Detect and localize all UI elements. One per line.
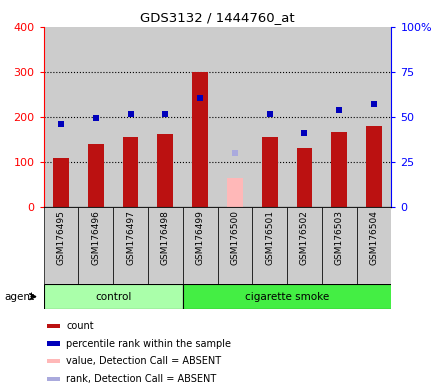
Bar: [296, 148, 312, 207]
Bar: [47, 377, 59, 381]
Bar: [88, 144, 103, 207]
Bar: [321, 27, 356, 207]
Bar: [182, 207, 217, 284]
Bar: [47, 324, 59, 328]
Bar: [252, 27, 286, 207]
Bar: [182, 284, 391, 309]
Bar: [261, 137, 277, 207]
Bar: [286, 27, 321, 207]
Text: percentile rank within the sample: percentile rank within the sample: [66, 339, 231, 349]
Bar: [78, 27, 113, 207]
Bar: [113, 27, 148, 207]
Text: GSM176497: GSM176497: [126, 210, 135, 265]
Bar: [43, 27, 78, 207]
Bar: [47, 359, 59, 363]
Text: value, Detection Call = ABSENT: value, Detection Call = ABSENT: [66, 356, 221, 366]
Bar: [43, 284, 182, 309]
Text: rank, Detection Call = ABSENT: rank, Detection Call = ABSENT: [66, 374, 216, 384]
Text: GSM176495: GSM176495: [56, 210, 65, 265]
Bar: [113, 207, 148, 284]
Text: GSM176499: GSM176499: [195, 210, 204, 265]
Bar: [217, 27, 252, 207]
Bar: [53, 158, 69, 207]
Bar: [217, 207, 252, 284]
Text: control: control: [95, 291, 131, 302]
Bar: [78, 207, 113, 284]
Text: agent: agent: [5, 291, 35, 302]
Bar: [148, 27, 182, 207]
Bar: [252, 207, 286, 284]
Text: GSM176498: GSM176498: [161, 210, 169, 265]
Title: GDS3132 / 1444760_at: GDS3132 / 1444760_at: [140, 11, 294, 24]
Bar: [43, 207, 78, 284]
Bar: [148, 207, 182, 284]
Bar: [182, 27, 217, 207]
Bar: [192, 72, 207, 207]
Text: GSM176502: GSM176502: [299, 210, 308, 265]
Text: count: count: [66, 321, 94, 331]
Bar: [227, 178, 242, 207]
Bar: [286, 207, 321, 284]
Text: GSM176503: GSM176503: [334, 210, 343, 265]
Bar: [47, 341, 59, 346]
Bar: [122, 137, 138, 207]
Text: GSM176504: GSM176504: [369, 210, 378, 265]
Text: GSM176496: GSM176496: [91, 210, 100, 265]
Bar: [356, 27, 391, 207]
Bar: [356, 207, 391, 284]
Text: GSM176501: GSM176501: [265, 210, 273, 265]
Bar: [321, 207, 356, 284]
Text: GSM176500: GSM176500: [230, 210, 239, 265]
Bar: [365, 126, 381, 207]
Text: cigarette smoke: cigarette smoke: [244, 291, 329, 302]
Bar: [157, 134, 173, 207]
Bar: [331, 132, 346, 207]
